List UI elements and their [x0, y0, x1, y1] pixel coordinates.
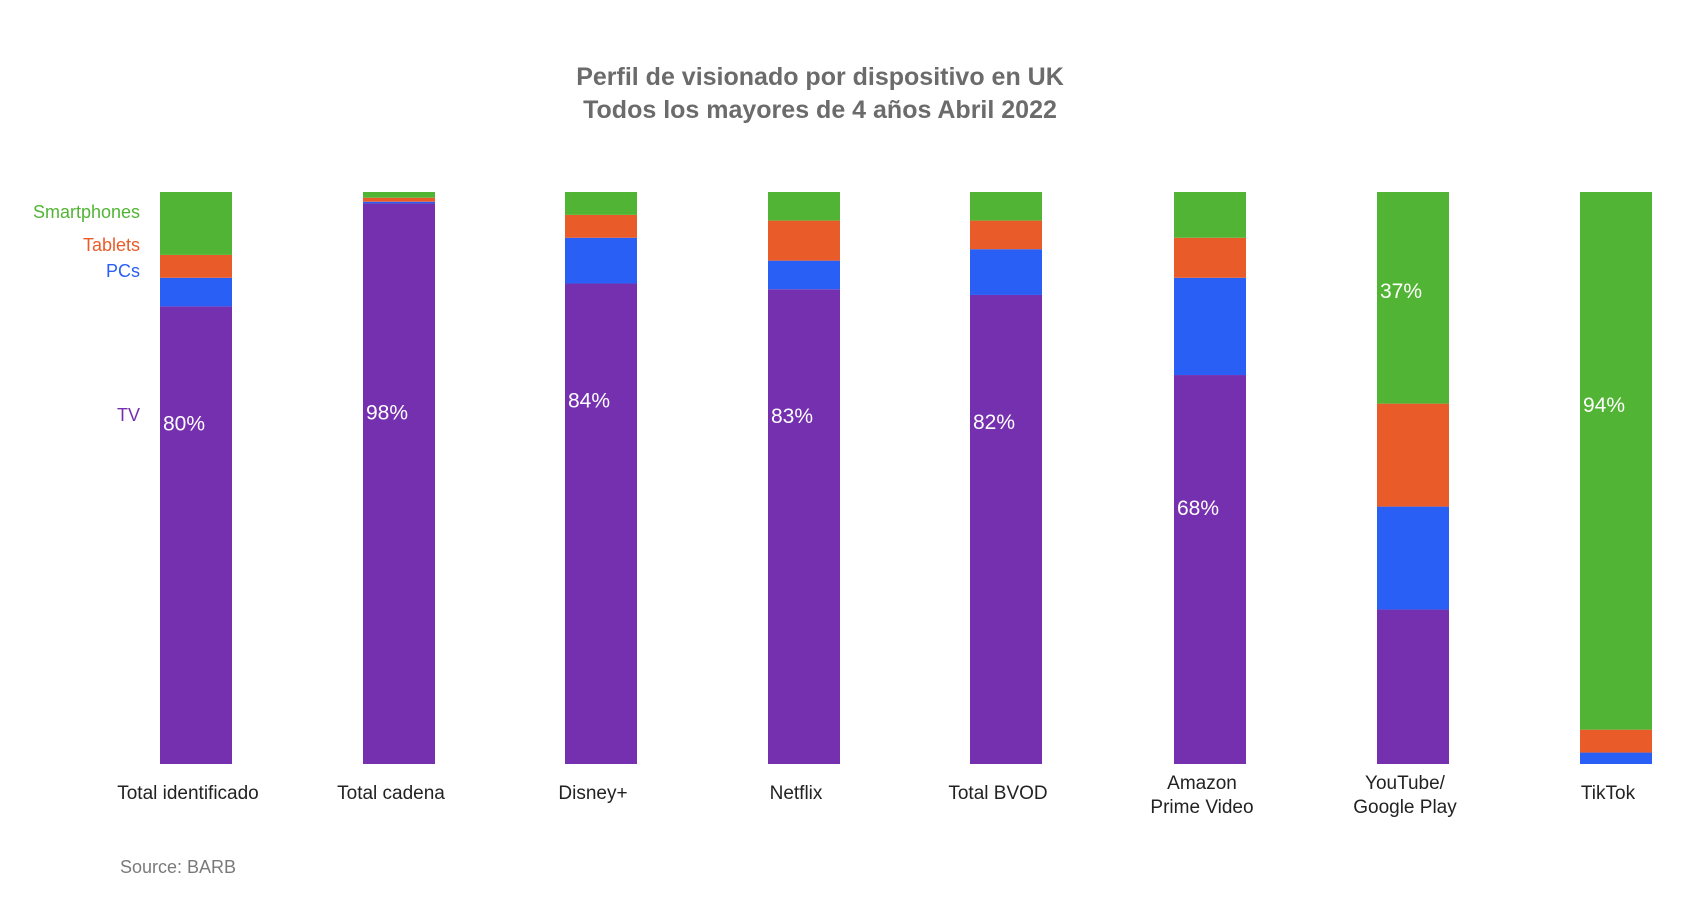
- bar-segment-tablets-tiktok: [1580, 729, 1652, 753]
- source-note: Source: BARB: [120, 857, 236, 877]
- data-label-smartphones-6: 37%: [1380, 280, 1422, 303]
- category-label-2-0: Disney+: [558, 783, 627, 804]
- bar-segment-tv-amazon-prime-video: [1174, 375, 1246, 764]
- category-label-3-0: Netflix: [770, 783, 823, 804]
- category-label-6-0: YouTube/: [1365, 773, 1446, 794]
- bar-segment-tablets-total-bvod: [970, 220, 1042, 250]
- data-label-tv-5: 68%: [1177, 497, 1219, 520]
- bar-segment-tablets-netflix: [768, 220, 840, 261]
- bar-segment-smartphones-tiktok: [1580, 192, 1652, 730]
- legend-item-smartphones: Smartphones: [33, 202, 140, 222]
- bars-layer: [160, 192, 1652, 764]
- data-label-tv-1: 98%: [366, 401, 408, 424]
- chart-title: Perfil de visionado por dispositivo en U…: [576, 63, 1064, 91]
- bar-segment-tv-youtube-google-play: [1377, 609, 1449, 764]
- chart-subtitle: Todos los mayores de 4 años Abril 2022: [583, 96, 1057, 124]
- bar-segment-tablets-total-cadena: [363, 197, 435, 202]
- category-label-6-1: Google Play: [1353, 797, 1457, 818]
- category-label-5-1: Prime Video: [1150, 797, 1253, 818]
- bar-segment-smartphones-total-cadena: [363, 192, 435, 198]
- bar-segment-pcs-youtube-google-play: [1377, 506, 1449, 610]
- category-label-5-0: Amazon: [1167, 773, 1237, 794]
- bar-segment-pcs-total-cadena: [363, 201, 435, 204]
- bar-segment-tv-disney: [565, 283, 637, 764]
- bar-segment-tv-total-bvod: [970, 294, 1042, 764]
- bar-segment-tv-total-cadena: [363, 203, 435, 764]
- bar-segment-tablets-amazon-prime-video: [1174, 237, 1246, 278]
- category-label-7-0: TikTok: [1581, 783, 1636, 804]
- legend-item-tablets: Tablets: [83, 235, 140, 255]
- bar-segment-pcs-netflix: [768, 260, 840, 290]
- data-label-tv-2: 84%: [568, 390, 610, 413]
- legend-item-tv: TV: [117, 405, 140, 425]
- legend: Smartphones Tablets PCs TV: [33, 202, 140, 425]
- data-label-tv-4: 82%: [973, 411, 1015, 434]
- bar-segment-smartphones-netflix: [768, 192, 840, 221]
- bar-segment-pcs-total-bvod: [970, 249, 1042, 295]
- bar-segment-pcs-tiktok: [1580, 752, 1652, 764]
- bar-segment-smartphones-amazon-prime-video: [1174, 192, 1246, 238]
- bar-segment-smartphones-youtube-google-play: [1377, 192, 1449, 404]
- legend-item-pcs: PCs: [106, 261, 140, 281]
- bar-segment-tablets-total-identificado: [160, 254, 232, 278]
- bar-segment-pcs-total-identificado: [160, 277, 232, 307]
- bar-segment-smartphones-disney: [565, 192, 637, 215]
- bar-segment-tv-total-identificado: [160, 306, 232, 764]
- bar-segment-tablets-disney: [565, 214, 637, 238]
- bar-segment-tv-netflix: [768, 289, 840, 764]
- bar-segment-smartphones-total-bvod: [970, 192, 1042, 221]
- bar-segment-smartphones-total-identificado: [160, 192, 232, 255]
- category-label-4-0: Total BVOD: [948, 783, 1047, 804]
- bar-segment-pcs-amazon-prime-video: [1174, 277, 1246, 376]
- category-label-0-0: Total identificado: [117, 783, 259, 804]
- bar-segment-tablets-youtube-google-play: [1377, 403, 1449, 507]
- category-axis: Total identificado Total cadena Disney+ Net…: [117, 773, 1635, 818]
- data-label-tv-0: 80%: [163, 412, 205, 435]
- data-labels-layer: 80% 98% 84% 83% 82% 68% 37% 94%: [163, 280, 1625, 520]
- data-label-tv-3: 83%: [771, 405, 813, 428]
- data-label-smartphones-7: 94%: [1583, 394, 1625, 417]
- category-label-1-0: Total cadena: [337, 783, 445, 804]
- bar-segment-pcs-disney: [565, 237, 637, 284]
